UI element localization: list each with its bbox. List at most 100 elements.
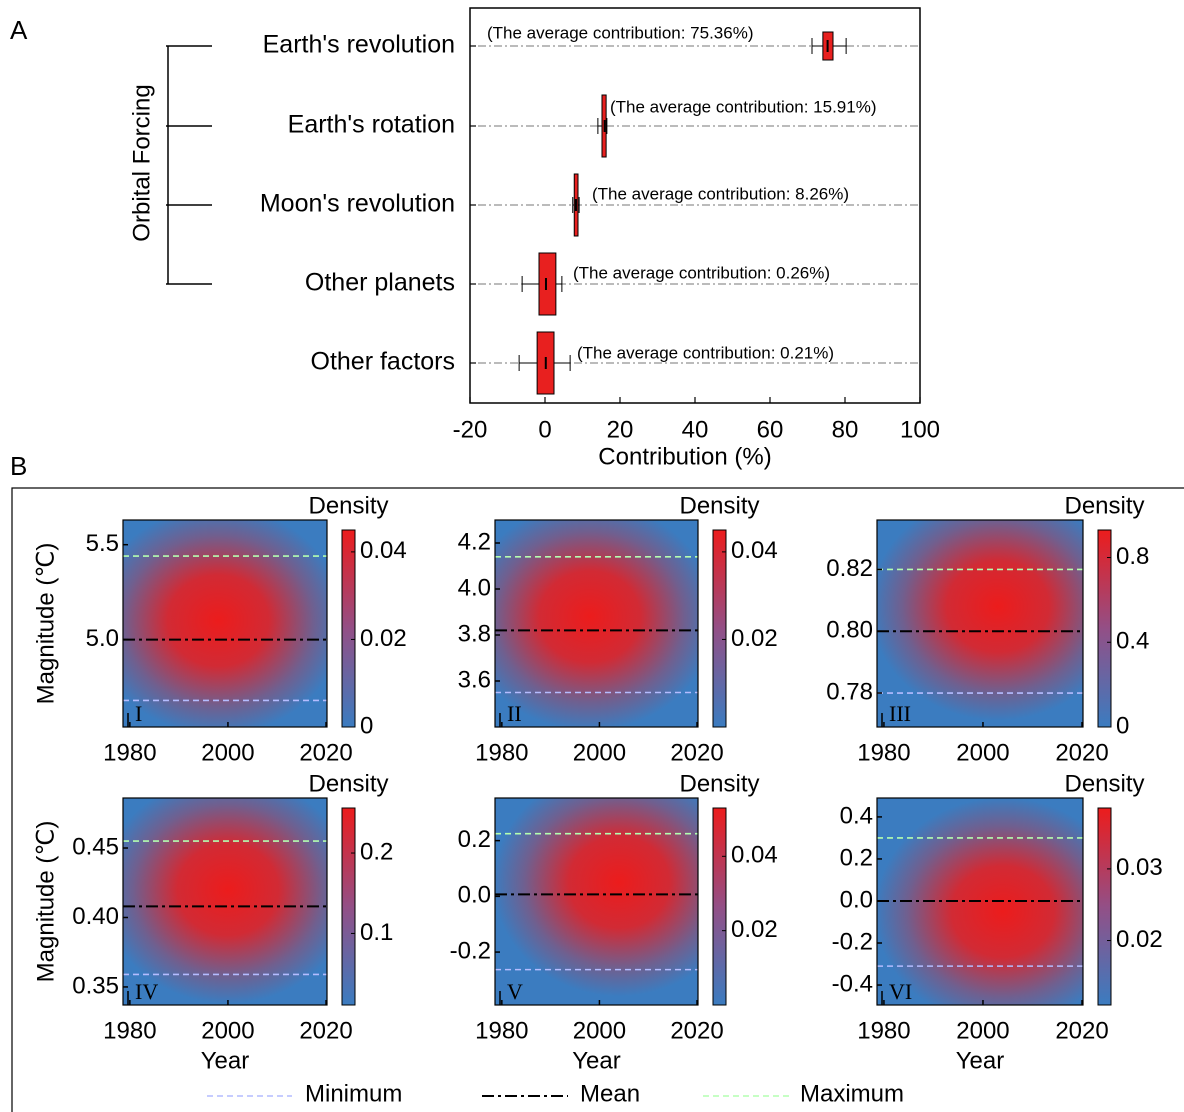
x-tick-label: 60: [757, 416, 784, 443]
y-tick-label: 0.4: [840, 802, 873, 829]
y-tick-label: Earth's rotation: [288, 111, 455, 139]
density-peak: [123, 520, 327, 727]
y-tick-label: -0.2: [450, 937, 491, 964]
data-label: (The average contribution: 15.91%): [610, 97, 877, 116]
x-tick-label: 0: [538, 416, 551, 443]
y-tick-label: 4.0: [458, 574, 491, 601]
colorbar-label: Density: [679, 492, 759, 519]
y-tick-label: Other planets: [305, 269, 455, 297]
colorbar-tick-label: 0.02: [1116, 926, 1163, 953]
density-peak: [123, 798, 327, 1004]
x-axis-label: Year: [572, 1047, 621, 1074]
legend-label: Minimum: [305, 1080, 402, 1107]
y-tick-label: Other factors: [311, 348, 456, 376]
colorbar-label: Density: [308, 770, 388, 797]
legend-label: Maximum: [800, 1080, 904, 1107]
y-tick-label: 0.0: [458, 882, 491, 909]
x-tick-label: -20: [453, 416, 488, 443]
y-axis-label: Magnitude (℃): [32, 543, 59, 705]
y-tick-label: 0.45: [72, 833, 119, 860]
x-tick-label: 80: [832, 416, 859, 443]
x-tick-label: 2020: [299, 739, 352, 766]
plot-frame: [122, 797, 328, 1006]
plot-frame: [494, 797, 699, 1006]
y-tick-label: -0.4: [832, 970, 873, 997]
x-tick-label: 1980: [857, 1017, 910, 1044]
x-tick-label: 1980: [103, 739, 156, 766]
x-tick-label: 2020: [670, 739, 723, 766]
x-tick-label: 40: [682, 416, 709, 443]
y-tick-label: 4.2: [458, 528, 491, 555]
y-tick-label: 0.82: [826, 555, 873, 582]
colorbar: [1097, 807, 1112, 1006]
y-tick-label: 0.40: [72, 903, 119, 930]
colorbar-tick-label: 0.4: [1116, 628, 1149, 655]
plot-frame: [876, 519, 1084, 728]
colorbar-tick-label: 0.1: [360, 919, 393, 946]
panel-label: A: [10, 15, 28, 45]
y-tick-label: 0.80: [826, 617, 873, 644]
x-axis-label: Contribution (%): [598, 443, 771, 470]
y-tick-label: 0.0: [840, 886, 873, 913]
data-label: (The average contribution: 8.26%): [592, 184, 849, 203]
y-tick-label: Earth's revolution: [263, 31, 455, 59]
box: [538, 252, 557, 316]
y-tick-label: 0.2: [840, 844, 873, 871]
y-tick-label: 5.0: [86, 625, 119, 652]
panel-numeral: V: [507, 979, 523, 1004]
panel-numeral: I: [135, 701, 142, 726]
y-tick-label: 0.78: [826, 678, 873, 705]
x-tick-label: 2020: [1055, 739, 1108, 766]
density-peak: [495, 520, 698, 727]
colorbar-tick-label: 0.02: [731, 625, 778, 652]
data-label: (The average contribution: 0.26%): [573, 263, 830, 282]
x-axis-label: Year: [956, 1047, 1005, 1074]
colorbar-tick-label: 0.02: [360, 625, 407, 652]
x-tick-label: 2000: [956, 1017, 1009, 1044]
colorbar-tick-label: 0.04: [731, 537, 778, 564]
x-tick-label: 1980: [475, 1017, 528, 1044]
x-tick-label: 100: [900, 416, 940, 443]
colorbar-tick-label: 0.02: [731, 916, 778, 943]
colorbar: [1097, 529, 1112, 728]
colorbar: [341, 807, 356, 1006]
x-tick-label: 2000: [573, 739, 626, 766]
y-tick-label: 0.2: [458, 826, 491, 853]
panel-numeral: VI: [889, 979, 912, 1004]
x-tick-label: 2000: [201, 739, 254, 766]
colorbar-tick-label: 0.03: [1116, 854, 1163, 881]
y-tick-label: Moon's revolution: [260, 190, 455, 218]
density-peak: [877, 520, 1083, 721]
colorbar-tick-label: 0.2: [360, 838, 393, 865]
colorbar: [712, 807, 727, 1006]
x-tick-label: 2000: [956, 739, 1009, 766]
x-axis-label: Year: [201, 1047, 250, 1074]
density-peak: [495, 798, 698, 997]
colorbar: [712, 529, 727, 728]
y-axis-label: Magnitude (℃): [32, 821, 59, 983]
colorbar-label: Density: [1064, 770, 1144, 797]
x-tick-label: 1980: [103, 1017, 156, 1044]
x-tick-label: 2000: [201, 1017, 254, 1044]
colorbar-tick-label: 0: [360, 712, 373, 739]
y-tick-label: -0.2: [832, 928, 873, 955]
y-tick-label: 0.35: [72, 972, 119, 999]
plot-frame: [494, 519, 699, 728]
colorbar-label: Density: [1064, 492, 1144, 519]
y-tick-label: 3.6: [458, 666, 491, 693]
colorbar-tick-label: 0.04: [731, 842, 778, 869]
x-tick-label: 2000: [573, 1017, 626, 1044]
y-tick-label: 5.5: [86, 530, 119, 557]
y-tick-label: 3.8: [458, 620, 491, 647]
x-tick-label: 2020: [299, 1017, 352, 1044]
colorbar-label: Density: [679, 770, 759, 797]
density-peak: [877, 798, 1083, 1005]
data-label: (The average contribution: 75.36%): [487, 23, 754, 42]
plot-frame: [122, 519, 328, 728]
colorbar-tick-label: 0.8: [1116, 543, 1149, 570]
panel-numeral: III: [889, 701, 911, 726]
legend-label: Mean: [580, 1080, 640, 1107]
data-label: (The average contribution: 0.21%): [577, 343, 834, 362]
